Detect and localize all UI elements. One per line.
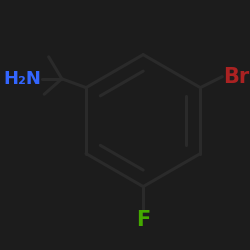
Text: F: F bbox=[136, 210, 150, 230]
Text: Br: Br bbox=[224, 66, 250, 86]
Text: H₂N: H₂N bbox=[3, 70, 41, 88]
